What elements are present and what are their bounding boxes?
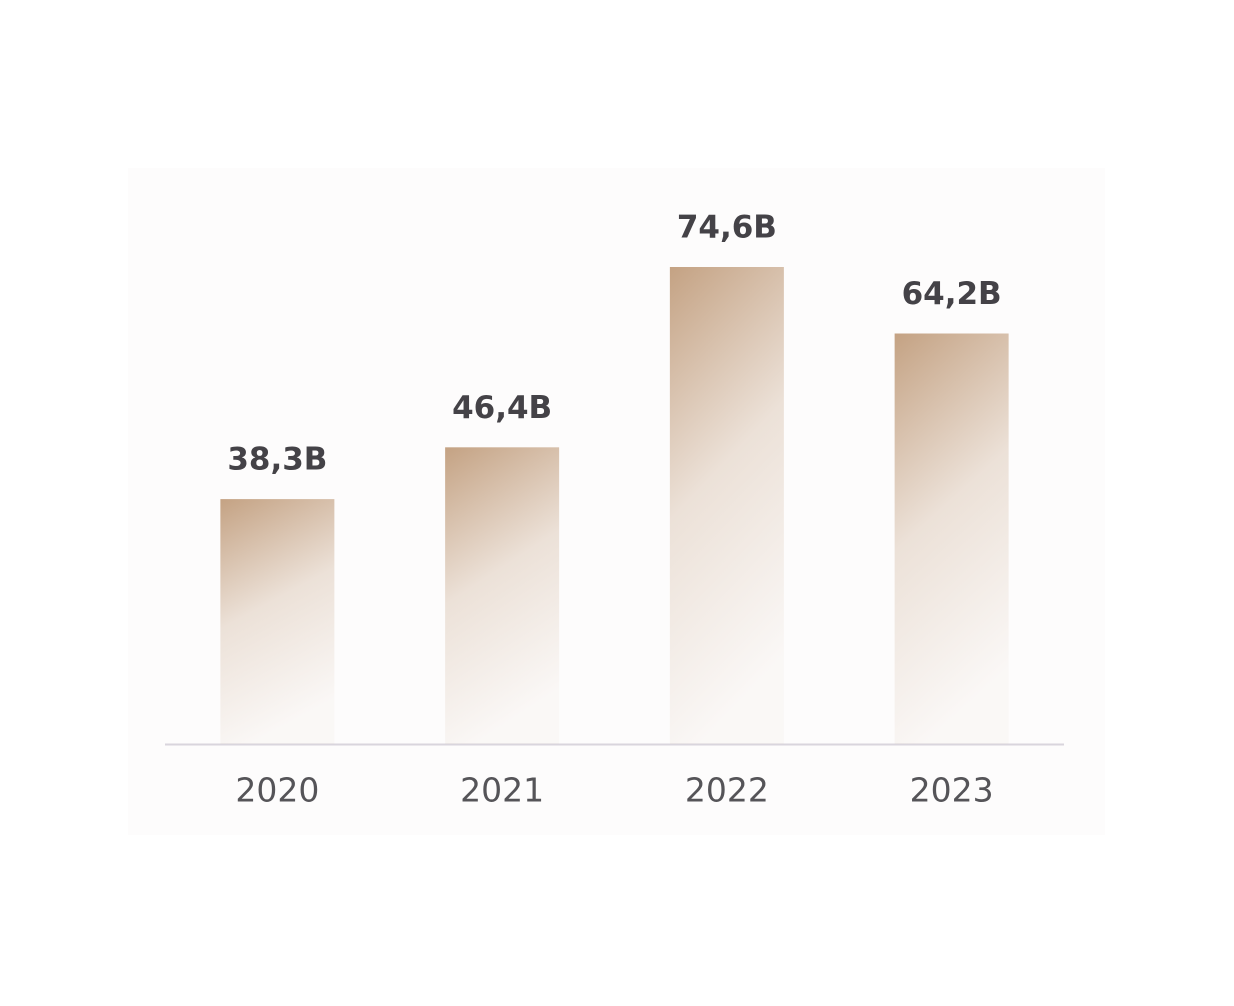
bar [894, 333, 1009, 744]
x-tick-label: 2020 [235, 771, 319, 810]
value-label: 74,6B [677, 210, 777, 246]
x-tick-label: 2023 [910, 771, 994, 810]
bar [445, 447, 560, 744]
value-label: 38,3B [227, 442, 327, 478]
value-label: 64,2B [902, 276, 1002, 312]
x-tick-label: 2021 [460, 771, 544, 810]
bar [220, 499, 335, 744]
x-tick-label: 2022 [685, 771, 769, 810]
bar [669, 267, 784, 744]
value-label: 46,4B [452, 390, 552, 426]
